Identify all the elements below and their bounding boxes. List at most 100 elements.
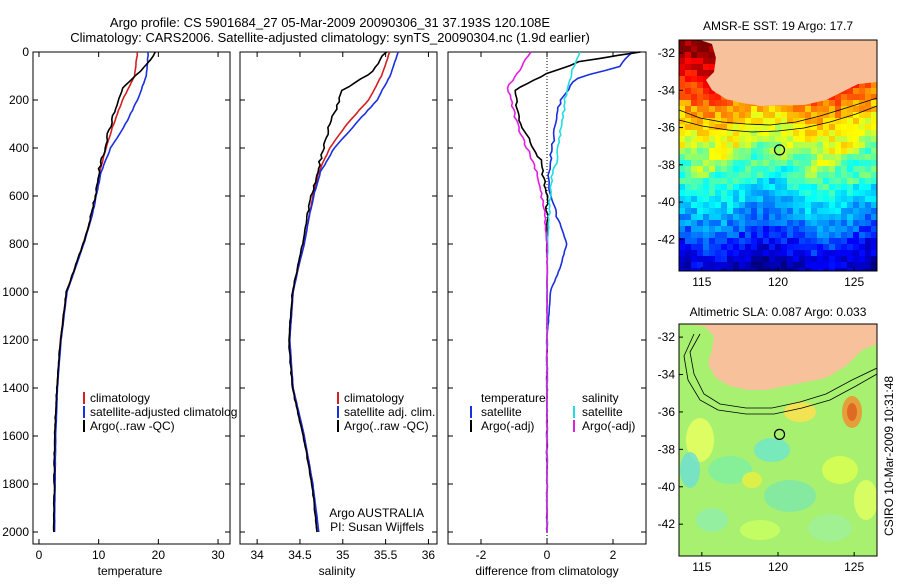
sst-cell	[793, 172, 799, 178]
sst-cell	[715, 178, 721, 184]
sst-cell	[751, 124, 757, 130]
sla-anomaly	[696, 508, 728, 532]
sst-cell	[823, 154, 829, 160]
sst-cell	[679, 244, 685, 250]
sst-cell	[757, 136, 763, 142]
sst-cell	[751, 214, 757, 220]
difference-legend: temperature satellite Argo(-adj) salinit…	[470, 391, 635, 433]
sst-cell	[763, 148, 769, 154]
sst-cell	[679, 208, 685, 214]
sst-cell	[739, 262, 745, 268]
series-line-3	[288, 51, 388, 533]
sst-cell	[817, 118, 823, 124]
temperature-legend: climatology satellite-adjusted climatolo…	[83, 391, 237, 433]
sst-cell	[727, 208, 733, 214]
sst-cell	[745, 208, 751, 214]
sst-cell	[811, 160, 817, 166]
sst-cell	[709, 106, 715, 112]
sst-cell	[709, 238, 715, 244]
sst-cell	[775, 154, 781, 160]
sst-cell	[835, 94, 841, 100]
sst-cell	[679, 148, 685, 154]
sst-cell	[727, 268, 733, 271]
sst-cell	[739, 130, 745, 136]
sst-cell	[709, 64, 715, 70]
sst-cell	[775, 208, 781, 214]
sst-cell	[751, 172, 757, 178]
sst-cell	[739, 196, 745, 202]
sst-cell	[835, 202, 841, 208]
sst-cell	[679, 196, 685, 202]
sst-cell	[763, 262, 769, 268]
sst-cell	[763, 154, 769, 160]
sst-cell	[775, 160, 781, 166]
sst-cell	[763, 172, 769, 178]
sst-cell	[727, 262, 733, 268]
sst-cell	[799, 154, 805, 160]
sla-anomaly	[708, 456, 752, 484]
sst-cell	[739, 136, 745, 142]
sst-cell	[697, 94, 703, 100]
sst-cell	[745, 220, 751, 226]
sst-cell	[793, 148, 799, 154]
sst-cell	[751, 220, 757, 226]
sst-cell	[823, 160, 829, 166]
sst-cell	[805, 148, 811, 154]
sst-cell	[865, 82, 871, 88]
sst-cell	[691, 76, 697, 82]
sst-cell	[763, 220, 769, 226]
sst-cell	[691, 268, 697, 271]
sst-cell	[739, 208, 745, 214]
sst-cell	[871, 112, 877, 118]
sst-cell	[745, 262, 751, 268]
sst-cell	[775, 202, 781, 208]
sst-cell	[811, 196, 817, 202]
sst-cell	[847, 178, 853, 184]
sst-cell	[817, 106, 823, 112]
sst-cell	[721, 208, 727, 214]
sst-cell	[709, 268, 715, 271]
sst-cell	[721, 130, 727, 136]
sst-cell	[757, 250, 763, 256]
sst-cell	[787, 124, 793, 130]
sst-cell	[853, 172, 859, 178]
y-tick-label: 600	[9, 189, 29, 203]
sst-cell	[685, 262, 691, 268]
sst-cell	[745, 112, 751, 118]
sst-cell	[823, 106, 829, 112]
sst-cell	[703, 202, 709, 208]
sst-cell	[787, 160, 793, 166]
sst-cell	[679, 106, 685, 112]
sst-cell	[685, 214, 691, 220]
sst-cell	[709, 232, 715, 238]
sst-cell	[859, 202, 865, 208]
y-tick-label: 1000	[2, 285, 29, 299]
sst-cell	[871, 136, 877, 142]
sst-cell	[781, 208, 787, 214]
sst-cell	[853, 160, 859, 166]
sst-cell	[709, 244, 715, 250]
sst-cell	[685, 196, 691, 202]
sst-cell	[769, 250, 775, 256]
legend-label-satellite: satellite adj. clim.	[344, 405, 435, 419]
sst-cell	[859, 256, 865, 262]
sst-cell	[685, 244, 691, 250]
sst-cell	[871, 202, 877, 208]
sst-cell	[841, 268, 847, 271]
sst-cell	[769, 142, 775, 148]
sst-cell	[727, 214, 733, 220]
sst-cell	[697, 250, 703, 256]
sst-cell	[685, 64, 691, 70]
sst-cell	[691, 226, 697, 232]
sst-cell	[709, 208, 715, 214]
sst-cell	[787, 268, 793, 271]
sst-cell	[811, 184, 817, 190]
sst-cell	[853, 94, 859, 100]
sst-cell	[817, 268, 823, 271]
sst-cell	[691, 124, 697, 130]
sst-cell	[859, 172, 865, 178]
sst-cell	[829, 250, 835, 256]
sst-cell	[733, 226, 739, 232]
sst-cell	[679, 88, 685, 94]
sst-cell	[721, 244, 727, 250]
